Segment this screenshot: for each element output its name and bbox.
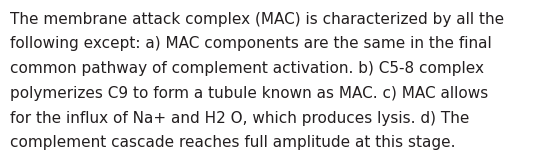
Text: complement cascade reaches full amplitude at this stage.: complement cascade reaches full amplitud… xyxy=(10,135,455,150)
Text: polymerizes C9 to form a tubule known as MAC. c) MAC allows: polymerizes C9 to form a tubule known as… xyxy=(10,86,488,101)
Text: common pathway of complement activation. b) C5-8 complex: common pathway of complement activation.… xyxy=(10,61,484,76)
Text: following except: a) MAC components are the same in the final: following except: a) MAC components are … xyxy=(10,36,492,51)
Text: The membrane attack complex (MAC) is characterized by all the: The membrane attack complex (MAC) is cha… xyxy=(10,12,504,27)
Text: for the influx of Na+ and H2 O, which produces lysis. d) The: for the influx of Na+ and H2 O, which pr… xyxy=(10,111,469,126)
